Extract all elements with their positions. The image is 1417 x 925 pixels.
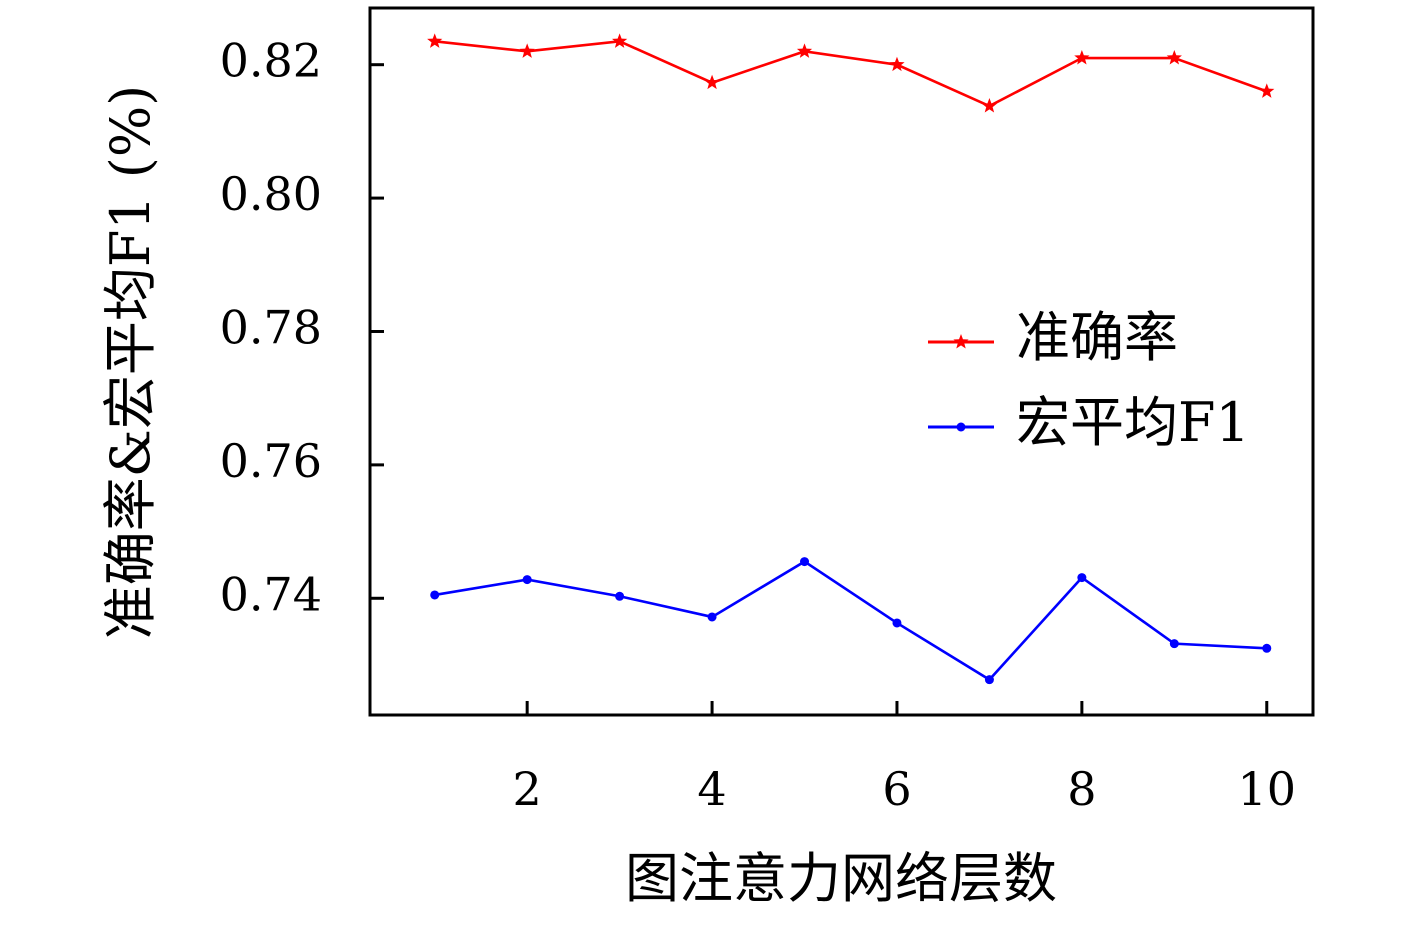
x-tick-label: 6 [882,762,911,816]
data-point-accuracy [612,33,628,48]
data-point-macro-f1 [892,618,902,628]
y-axis-title: 准确率&宏平均F1 (%) [99,85,162,640]
data-point-macro-f1 [615,591,625,601]
data-point-accuracy [704,74,720,90]
legend-label-accuracy: 准确率 [1016,306,1178,369]
legend-marker-accuracy [953,334,969,349]
y-tick-label: 0.78 [220,300,322,354]
data-point-accuracy [889,56,905,72]
data-point-macro-f1 [1262,643,1272,653]
legend-label-macro-f1: 宏平均F1 [1016,391,1250,454]
plot-frame [368,6,1315,717]
x-tick-label: 2 [513,762,542,816]
data-point-accuracy [981,98,998,113]
y-tick-label: 0.82 [220,34,322,88]
x-axis: 2 4 6 8 10 [513,701,1297,816]
data-point-accuracy [427,33,443,48]
x-tick-label: 10 [1238,762,1297,816]
x-tick-label: 4 [697,762,726,816]
data-point-macro-f1 [430,590,440,600]
data-point-macro-f1 [707,612,717,622]
series-layer [427,33,1275,685]
x-axis-title: 图注意力网络层数 [625,847,1057,910]
series-line-accuracy [434,40,1268,108]
data-point-accuracy [1259,83,1275,98]
series-line-macro-f1 [434,560,1267,682]
data-point-accuracy [519,43,535,58]
data-point-accuracy [1166,50,1182,65]
data-point-macro-f1 [800,557,810,567]
y-tick-label: 0.80 [220,167,322,221]
data-point-macro-f1 [984,675,994,685]
series-accuracy [427,33,1275,113]
data-point-macro-f1 [1077,573,1087,583]
data-point-accuracy [1074,50,1090,65]
y-axis: 0.74 0.76 0.78 0.80 0.82 [220,34,384,621]
y-tick-label: 0.74 [220,567,322,621]
series-macro-f1 [430,557,1272,685]
data-point-macro-f1 [1169,639,1179,649]
data-point-accuracy [796,43,813,58]
data-point-macro-f1 [522,575,532,585]
legend-marker-macro-f1 [956,422,966,432]
y-tick-label: 0.76 [220,434,322,488]
x-tick-label: 8 [1067,762,1096,816]
